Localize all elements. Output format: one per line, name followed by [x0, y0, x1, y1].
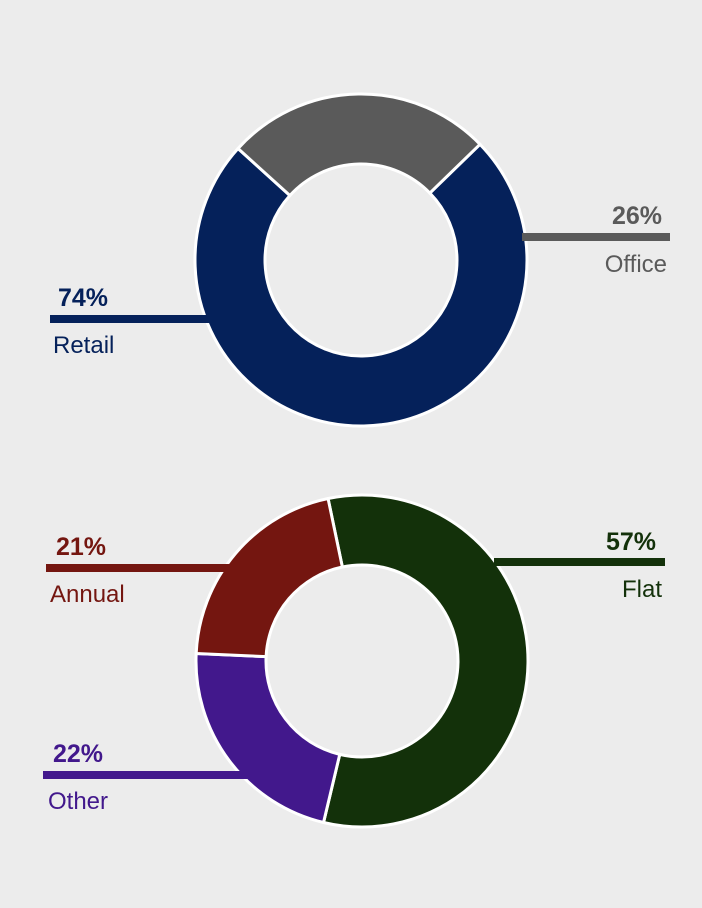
percent-label-retail: 74% [58, 284, 108, 312]
category-label-office: Office [605, 251, 667, 278]
category-label-annual: Annual [50, 581, 125, 608]
chart-2: 57% Flat 21% Annual 22% Other [43, 493, 665, 829]
percent-label-flat: 57% [606, 528, 656, 556]
donut-slice-annual [194, 497, 344, 659]
percent-label-annual: 21% [56, 533, 106, 561]
chart-1-slices [193, 92, 529, 428]
category-label-flat: Flat [622, 576, 662, 603]
category-label-retail: Retail [53, 332, 114, 359]
percent-label-office: 26% [612, 202, 662, 230]
chart-2-slices [194, 493, 530, 829]
chart-1: 26% Office 74% Retail [50, 92, 670, 428]
category-label-other: Other [48, 788, 108, 815]
donut-slice-retail [193, 142, 529, 428]
percent-label-other: 22% [53, 740, 103, 768]
donut-slice-office [236, 92, 482, 198]
donut-slice-other [194, 651, 342, 824]
donut-slice-flat [322, 493, 530, 829]
